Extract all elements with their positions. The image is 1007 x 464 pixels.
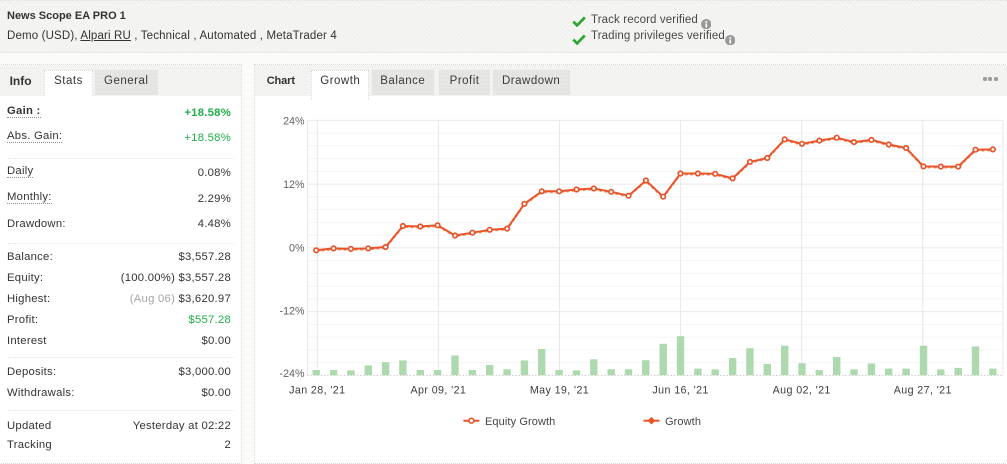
svg-text:Equity Growth: Equity Growth [485, 416, 555, 428]
svg-text:Aug 02, '21: Aug 02, '21 [773, 385, 831, 397]
svg-text:-24%: -24% [280, 368, 305, 380]
svg-text:Jan 28, '21: Jan 28, '21 [289, 385, 345, 397]
svg-text:-12%: -12% [280, 306, 305, 318]
svg-text:May 19, '21: May 19, '21 [530, 385, 589, 397]
svg-text:Aug 27, '21: Aug 27, '21 [894, 385, 952, 397]
svg-text:12%: 12% [283, 179, 305, 191]
svg-text:0%: 0% [289, 242, 305, 254]
svg-text:Growth: Growth [665, 416, 701, 428]
svg-text:24%: 24% [283, 116, 305, 128]
svg-text:Apr 09, '21: Apr 09, '21 [411, 385, 467, 397]
svg-text:Jun 16, '21: Jun 16, '21 [652, 385, 708, 397]
